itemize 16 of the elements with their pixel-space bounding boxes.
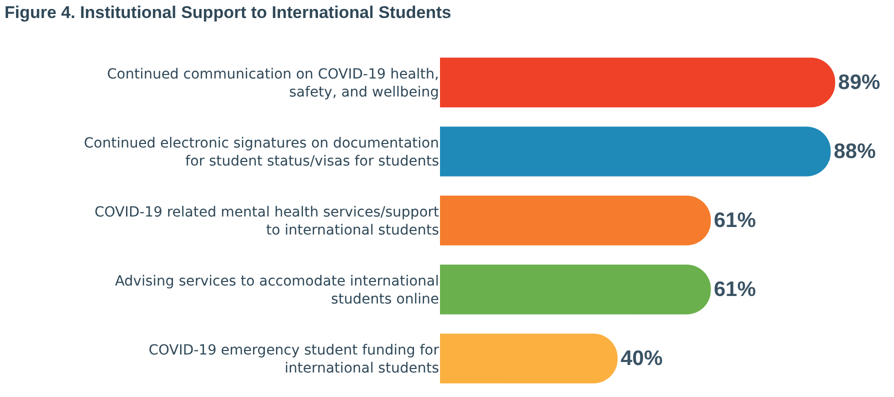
y-tick-label: Continued electronic signatures on documentation for student status/visas for students bbox=[84, 135, 439, 170]
y-tick-label: COVID-19 related mental health services/support to international students bbox=[94, 204, 440, 238]
data-label: 61% bbox=[714, 209, 756, 232]
data-label: 88% bbox=[834, 140, 876, 163]
bar bbox=[440, 58, 836, 108]
text: Figure 4. Institutional Support to International Students bbox=[4, 2, 452, 22]
bar bbox=[440, 196, 711, 246]
bar bbox=[440, 126, 831, 176]
y-tick-label: Advising services to accomodate international students online bbox=[114, 273, 439, 308]
data-label: 89% bbox=[838, 71, 881, 94]
y-tick-label: COVID-19 emergency student funding for international students bbox=[148, 342, 440, 376]
data-label: 40% bbox=[620, 347, 663, 370]
data-label: 61% bbox=[714, 278, 756, 301]
bar bbox=[440, 264, 711, 314]
y-tick-label: Continued communication on COVID-19 health, safety, and wellbeing bbox=[106, 66, 439, 100]
bar bbox=[440, 334, 618, 384]
